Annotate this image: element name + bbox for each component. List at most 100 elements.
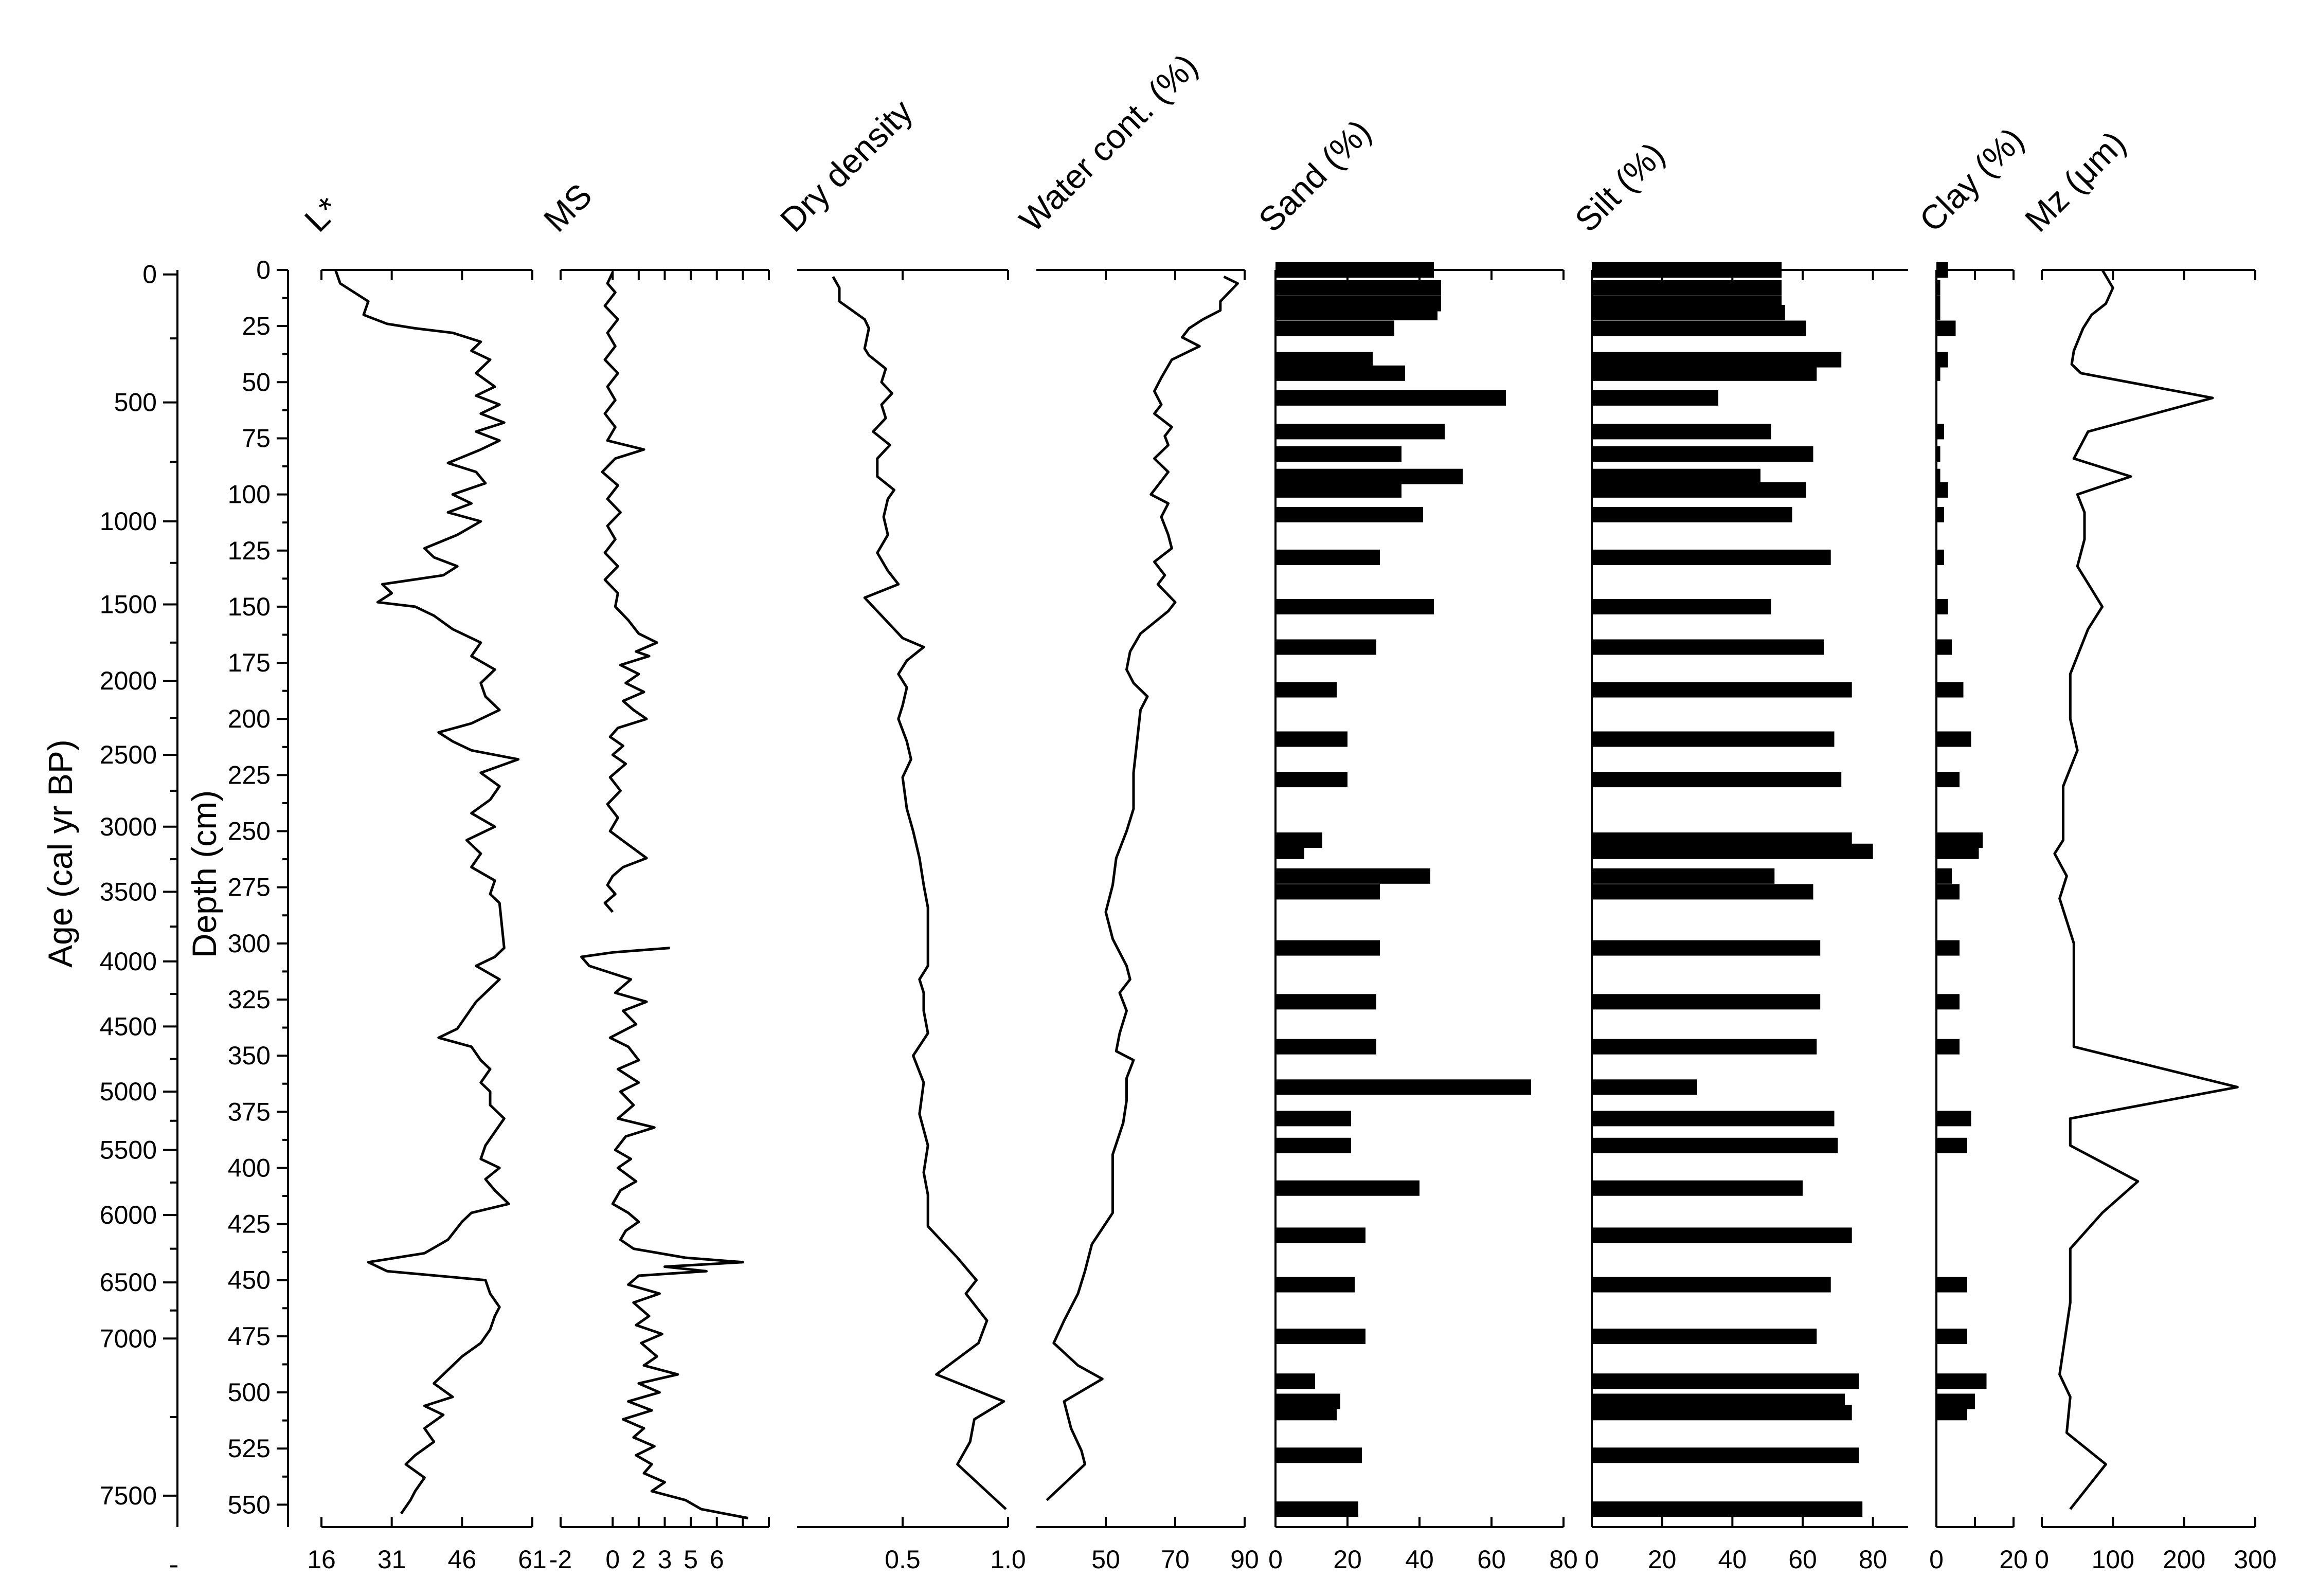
depth-tick-label: 275: [228, 873, 271, 902]
panel-tick-label: 20: [1333, 1545, 1362, 1574]
series-line-lstar: [334, 269, 520, 1515]
age-tick-label: 1000: [100, 507, 157, 536]
age-tick-label: 7000: [100, 1324, 157, 1353]
age-tick-label: 2000: [100, 666, 157, 695]
bar-clay: [1936, 994, 1960, 1010]
bar-silt: [1592, 843, 1873, 859]
depth-tick-label: 250: [228, 817, 271, 846]
depth-tick-label: 550: [228, 1490, 271, 1519]
depth-axis-title: Depth (cm): [185, 790, 223, 958]
bar-silt: [1592, 262, 1782, 278]
bar-clay: [1936, 365, 1940, 381]
bar-sand: [1275, 1039, 1376, 1055]
bar-clay: [1936, 639, 1952, 655]
depth-tick-label: 100: [228, 480, 271, 509]
bar-clay: [1936, 682, 1964, 698]
age-tick-label: 6000: [100, 1201, 157, 1229]
bar-silt: [1592, 390, 1718, 406]
bar-silt: [1592, 598, 1771, 614]
bar-clay: [1936, 352, 1948, 368]
depth-tick-label: 525: [228, 1434, 271, 1463]
panel-tick-label: 0: [1268, 1545, 1283, 1574]
bar-sand: [1275, 1111, 1351, 1127]
panel-title: Mz (μm): [2018, 124, 2133, 239]
age-tick-label: 5500: [100, 1136, 157, 1165]
bar-silt: [1592, 1111, 1835, 1127]
panel-tick-label: 300: [2234, 1545, 2276, 1574]
panel-tick-label: 0: [1929, 1545, 1944, 1574]
depth-tick-label: 350: [228, 1041, 271, 1070]
bar-sand: [1275, 940, 1380, 956]
panel-ms: -2 0 2 3 5 6 MS: [536, 176, 770, 1574]
bar-sand: [1275, 772, 1347, 788]
depth-tick-label: 375: [228, 1097, 271, 1126]
panel-title: Clay (%): [1912, 120, 2031, 239]
bar-sand: [1275, 1137, 1351, 1153]
panel-tick-label: 200: [2163, 1545, 2205, 1574]
depth-tick-label: 425: [228, 1210, 271, 1239]
bar-clay: [1936, 424, 1944, 440]
bar-silt: [1592, 549, 1831, 565]
bar-silt: [1592, 994, 1821, 1010]
bar-clay: [1936, 262, 1948, 278]
panel-tick-label: -2: [549, 1545, 572, 1574]
panel-tick-label: 0: [605, 1545, 620, 1574]
panel-sand: 0 20 40 60 80 Sand (%): [1251, 112, 1578, 1574]
panel-tick-label: 0: [2035, 1545, 2049, 1574]
panel-tick-label: 1.0: [990, 1545, 1026, 1574]
bar-sand: [1275, 843, 1304, 859]
panel-silt: 0 20 40 60 80 Silt (%): [1568, 135, 1908, 1574]
bar-silt: [1592, 639, 1824, 655]
bar-sand: [1275, 424, 1445, 440]
age-tick-label: 3500: [100, 877, 157, 906]
panel-tick-label: 6: [710, 1545, 724, 1574]
bar-clay: [1936, 1039, 1960, 1055]
depth-tick-label: 300: [228, 929, 271, 958]
bar-clay: [1936, 772, 1960, 788]
panel-tick-label: 80: [1549, 1545, 1578, 1574]
bar-silt: [1592, 1079, 1697, 1095]
depth-tick-label: 400: [228, 1153, 271, 1182]
panel-tick-label: 5: [684, 1545, 698, 1574]
bar-silt: [1592, 305, 1785, 320]
panel-tick-label: 16: [307, 1545, 336, 1574]
series-line-ms: [580, 947, 748, 1519]
bar-clay: [1936, 320, 1956, 336]
series-line-mz: [2053, 269, 2239, 1510]
bar-sand: [1275, 390, 1506, 406]
depth-tick-label: 75: [242, 424, 271, 452]
series-line-density: [832, 276, 1007, 1510]
bar-sand: [1275, 994, 1376, 1010]
panel-tick-label: 0.5: [885, 1545, 921, 1574]
bar-silt: [1592, 772, 1842, 788]
depth-tick-label: 150: [228, 592, 271, 621]
bar-clay: [1936, 731, 1971, 747]
bar-sand: [1275, 1277, 1355, 1293]
depth-tick-label: 0: [256, 256, 271, 284]
bar-silt: [1592, 940, 1821, 956]
panel-title: L*: [297, 189, 347, 239]
panel-tick-label: 40: [1718, 1545, 1747, 1574]
panel-tick-label: 80: [1859, 1545, 1888, 1574]
bar-silt: [1592, 1501, 1863, 1517]
bar-sand: [1275, 482, 1401, 498]
depth-tick-label: 475: [228, 1322, 271, 1351]
bar-clay: [1936, 940, 1960, 956]
bar-clay: [1936, 1137, 1967, 1153]
bar-silt: [1592, 1137, 1838, 1153]
bar-sand: [1275, 280, 1441, 296]
bar-silt: [1592, 1447, 1859, 1463]
bar-silt: [1592, 280, 1782, 296]
depth-tick-label: 325: [228, 985, 271, 1014]
bar-clay: [1936, 1405, 1967, 1421]
bar-sand: [1275, 1180, 1419, 1196]
bar-sand: [1275, 262, 1434, 278]
bar-silt: [1592, 468, 1760, 484]
bar-sand: [1275, 1501, 1358, 1517]
panel-tick-label: 60: [1477, 1545, 1506, 1574]
age-tick-label: 5000: [100, 1077, 157, 1106]
panel-tick-label: 31: [378, 1545, 406, 1574]
bar-sand: [1275, 868, 1430, 884]
bar-sand: [1275, 1373, 1315, 1389]
